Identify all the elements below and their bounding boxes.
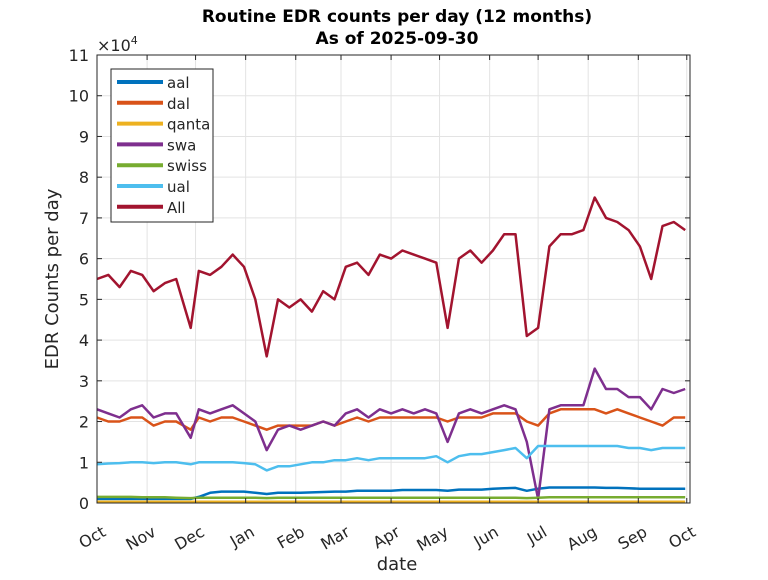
- y-tick-label: 3: [79, 372, 89, 391]
- x-tick-label: Aug: [564, 522, 601, 554]
- y-axis-label: EDR Counts per day: [42, 188, 63, 369]
- series-line-swa: [96, 367, 686, 501]
- y-tick-label: 7: [79, 209, 89, 228]
- x-tick-label: Oct: [76, 522, 109, 552]
- x-tick-label: Jan: [226, 522, 258, 551]
- y-exponent-label: ×104: [97, 34, 138, 55]
- y-axis: 0 1 2 3 4 5 6 7 8 9 10 11: [69, 46, 690, 513]
- x-axis-label: date: [377, 554, 418, 575]
- legend-label-all: All: [167, 199, 186, 217]
- x-tick-label: Mar: [317, 522, 353, 554]
- y-tick-label: 11: [69, 46, 89, 65]
- x-tick-label: Jun: [470, 522, 502, 551]
- y-tick-label: 1: [79, 453, 89, 472]
- plot-area-border: [96, 54, 691, 504]
- legend-label-ual: ual: [167, 178, 190, 196]
- chart-subtitle: As of 2025-09-30: [316, 29, 479, 49]
- series-line-swiss: [97, 495, 686, 500]
- x-tick-label: Jul: [523, 522, 550, 549]
- x-tick-label: Feb: [274, 522, 308, 553]
- x-tick-label: Dec: [171, 522, 207, 554]
- x-tick-label: Oct: [665, 522, 698, 552]
- x-tick-label: Apr: [370, 522, 404, 553]
- y-tick-label: 0: [79, 494, 89, 513]
- legend-label-swa: swa: [167, 136, 196, 154]
- y-tick-label: 5: [79, 290, 89, 309]
- legend-label-dal: dal: [167, 95, 190, 113]
- legend: aal dal qanta swa swiss ual All: [110, 68, 214, 223]
- x-tick-label: Nov: [123, 522, 160, 554]
- y-tick-label: 4: [79, 331, 89, 350]
- chart-title: Routine EDR counts per day (12 months): [202, 7, 592, 27]
- x-tick-label: Sep: [615, 522, 651, 554]
- legend-label-qanta: qanta: [167, 116, 210, 134]
- series-line-all: [96, 196, 686, 358]
- y-tick-label: 10: [69, 87, 89, 106]
- y-tick-label: 8: [79, 168, 89, 187]
- y-tick-label: 2: [79, 413, 89, 432]
- legend-label-aal: aal: [167, 74, 190, 92]
- legend-label-swiss: swiss: [167, 157, 207, 175]
- series-lines: [96, 196, 686, 504]
- series-line-ual: [96, 444, 686, 472]
- x-tick-label: May: [413, 522, 451, 555]
- y-tick-label: 9: [79, 127, 89, 146]
- y-tick-label: 6: [79, 250, 89, 269]
